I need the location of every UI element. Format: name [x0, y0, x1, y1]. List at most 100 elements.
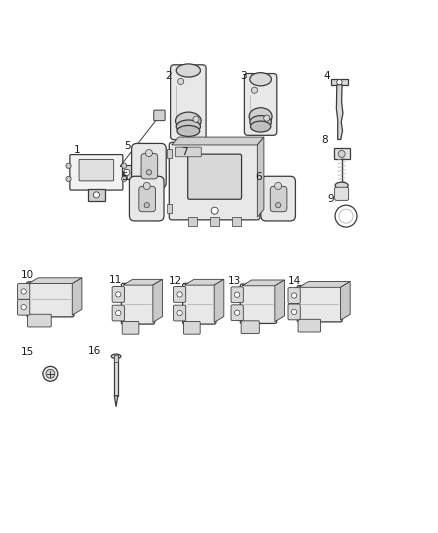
Bar: [334, 148, 350, 159]
Circle shape: [337, 79, 342, 85]
FancyBboxPatch shape: [270, 187, 287, 212]
Circle shape: [144, 203, 149, 208]
Circle shape: [21, 304, 26, 310]
Polygon shape: [340, 281, 350, 320]
Bar: [232, 217, 241, 226]
Circle shape: [66, 176, 71, 182]
Ellipse shape: [176, 112, 201, 130]
Text: 12: 12: [169, 276, 182, 286]
Text: 7: 7: [180, 147, 187, 157]
FancyBboxPatch shape: [298, 319, 321, 332]
Circle shape: [43, 366, 58, 381]
FancyBboxPatch shape: [169, 142, 260, 220]
Ellipse shape: [177, 125, 200, 136]
FancyBboxPatch shape: [173, 287, 186, 302]
Polygon shape: [114, 395, 118, 407]
Circle shape: [116, 310, 121, 316]
FancyBboxPatch shape: [241, 321, 259, 334]
Circle shape: [143, 182, 150, 189]
FancyBboxPatch shape: [112, 305, 124, 321]
FancyBboxPatch shape: [288, 288, 300, 303]
Polygon shape: [72, 278, 82, 315]
Text: 16: 16: [88, 345, 101, 356]
FancyBboxPatch shape: [288, 304, 300, 320]
Circle shape: [122, 163, 127, 168]
Text: 1: 1: [73, 146, 80, 156]
FancyBboxPatch shape: [131, 143, 166, 188]
Polygon shape: [28, 278, 82, 284]
Bar: [166, 204, 172, 213]
Circle shape: [145, 150, 152, 157]
Polygon shape: [184, 279, 224, 285]
Polygon shape: [336, 85, 343, 140]
Ellipse shape: [176, 120, 201, 133]
FancyBboxPatch shape: [170, 65, 206, 140]
FancyBboxPatch shape: [183, 284, 216, 324]
FancyBboxPatch shape: [231, 305, 244, 320]
Text: 4: 4: [323, 71, 330, 81]
Circle shape: [292, 293, 297, 298]
Circle shape: [276, 203, 281, 208]
FancyBboxPatch shape: [18, 300, 30, 315]
Circle shape: [275, 182, 282, 189]
Circle shape: [122, 176, 127, 182]
FancyBboxPatch shape: [173, 305, 186, 321]
Bar: [188, 217, 197, 226]
Ellipse shape: [176, 64, 201, 77]
Circle shape: [177, 292, 182, 297]
Text: 3: 3: [240, 71, 247, 81]
Text: 5: 5: [124, 141, 131, 151]
FancyBboxPatch shape: [187, 154, 242, 199]
Bar: [88, 189, 105, 201]
Circle shape: [193, 116, 199, 122]
FancyBboxPatch shape: [70, 155, 123, 190]
FancyBboxPatch shape: [122, 321, 139, 334]
Bar: [114, 356, 118, 395]
Polygon shape: [257, 137, 264, 217]
FancyBboxPatch shape: [112, 287, 124, 302]
FancyBboxPatch shape: [175, 147, 201, 157]
Text: 11: 11: [109, 274, 122, 285]
FancyBboxPatch shape: [231, 287, 244, 303]
Circle shape: [292, 309, 297, 314]
Polygon shape: [123, 279, 162, 285]
Ellipse shape: [111, 354, 121, 359]
FancyBboxPatch shape: [184, 321, 200, 334]
Text: 5: 5: [121, 172, 128, 182]
Circle shape: [335, 205, 357, 227]
FancyBboxPatch shape: [154, 110, 165, 120]
Ellipse shape: [250, 72, 272, 86]
Circle shape: [211, 207, 218, 214]
FancyBboxPatch shape: [28, 314, 51, 327]
Circle shape: [146, 169, 152, 175]
Circle shape: [116, 292, 121, 297]
Circle shape: [251, 87, 258, 93]
Circle shape: [339, 209, 353, 223]
Ellipse shape: [249, 108, 272, 125]
FancyBboxPatch shape: [27, 282, 74, 317]
FancyBboxPatch shape: [139, 187, 155, 212]
Circle shape: [21, 289, 26, 294]
Text: 15: 15: [21, 347, 34, 357]
Bar: [114, 356, 118, 361]
Circle shape: [46, 369, 55, 378]
FancyBboxPatch shape: [261, 176, 295, 221]
Circle shape: [66, 163, 71, 168]
Polygon shape: [275, 280, 285, 322]
Text: 13: 13: [228, 276, 241, 286]
FancyBboxPatch shape: [141, 154, 158, 179]
FancyBboxPatch shape: [244, 74, 277, 135]
Circle shape: [124, 169, 130, 175]
Bar: [122, 165, 131, 179]
Polygon shape: [242, 280, 285, 286]
Polygon shape: [172, 137, 264, 145]
Text: 8: 8: [321, 135, 328, 146]
Bar: [331, 79, 348, 85]
Circle shape: [264, 115, 270, 121]
FancyBboxPatch shape: [130, 176, 164, 221]
Text: 10: 10: [21, 270, 34, 280]
Polygon shape: [299, 281, 350, 287]
Bar: [210, 217, 219, 226]
FancyBboxPatch shape: [240, 284, 277, 324]
Text: 2: 2: [165, 71, 172, 81]
